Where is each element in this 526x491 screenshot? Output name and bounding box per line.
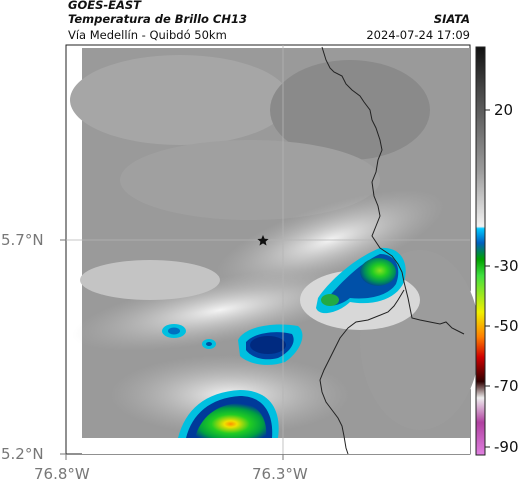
convective-cell-central	[238, 324, 303, 365]
brightness-temperature-image	[70, 48, 480, 454]
colorbar-label-minus90: -90	[494, 438, 519, 456]
lat-label-5.7: 5.7°N	[1, 231, 44, 249]
department-border	[319, 46, 465, 455]
colorbar	[475, 46, 490, 456]
lat-label-5.2: 5.2°N	[1, 445, 44, 463]
star-icon	[257, 235, 269, 246]
satellite-title: GOES-EAST	[68, 0, 142, 12]
lon-label-76.3: 76.3°W	[252, 465, 308, 483]
convective-cell-east	[316, 247, 406, 314]
axis-ticks	[60, 239, 284, 460]
agency-label: SIATA	[433, 12, 470, 26]
route-subtitle: Vía Medellín - Quibdó 50km	[68, 28, 227, 42]
colorbar-label-minus30: -30	[494, 257, 519, 275]
colorbar-label-20: 20	[494, 101, 514, 119]
product-title: Temperatura de Brillo CH13	[68, 12, 247, 26]
convective-cell-south	[178, 390, 279, 438]
colorbar-label-minus50: -50	[494, 317, 519, 335]
lon-label-76.8: 76.8°W	[34, 465, 90, 483]
graticule	[66, 45, 470, 454]
convective-cell-west	[162, 324, 216, 349]
colorbar-label-minus70: -70	[494, 377, 519, 395]
timestamp: 2024-07-24 17:09	[366, 28, 470, 42]
